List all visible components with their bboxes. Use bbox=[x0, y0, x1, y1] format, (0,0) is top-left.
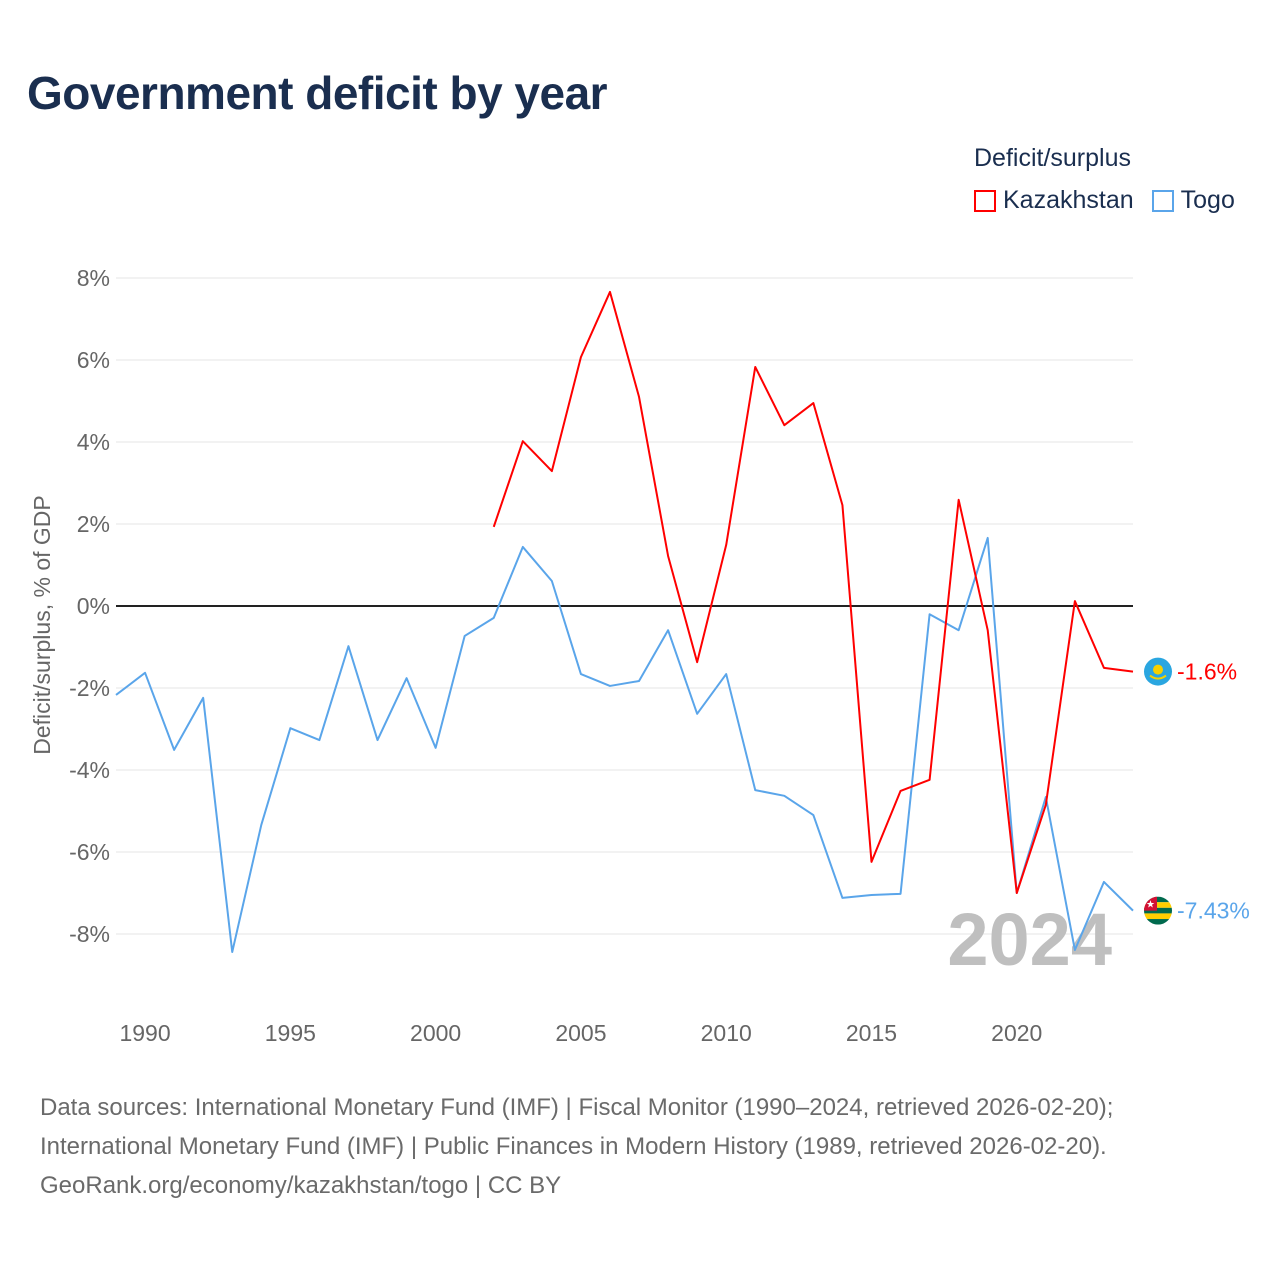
line-chart: 8% 6% 4% 2% 0% -2% -4% -6% -8% 1990 1995 2000 2005 20… bbox=[29, 265, 1250, 1046]
legend-title: Deficit/surplus bbox=[974, 144, 1131, 172]
y-tick-label: 6% bbox=[77, 347, 110, 373]
chart-title: Government deficit by year bbox=[27, 67, 608, 119]
end-value-label: -1.6% bbox=[1177, 659, 1237, 685]
flag-stripe bbox=[1144, 896, 1172, 903]
x-tick-label: 2000 bbox=[410, 1020, 461, 1046]
series-line-togo bbox=[115, 536, 1134, 954]
y-tick-label: 0% bbox=[77, 593, 110, 619]
y-tick-label: 2% bbox=[77, 511, 110, 537]
x-tick-label: 1995 bbox=[265, 1020, 316, 1046]
source-line: International Monetary Fund (IMF) | Publ… bbox=[40, 1133, 1107, 1160]
togo-flag-icon: ★ bbox=[1144, 896, 1172, 925]
end-value-label: -7.43% bbox=[1177, 898, 1250, 924]
x-tick-label: 2015 bbox=[846, 1020, 897, 1046]
y-tick-label: 8% bbox=[77, 265, 110, 291]
y-tick-label: -6% bbox=[69, 839, 110, 865]
end-marker-togo: ★ bbox=[1144, 896, 1172, 925]
legend-swatch-kazakhstan bbox=[974, 189, 996, 212]
x-tick-label: 2010 bbox=[701, 1020, 752, 1046]
legend-item-togo[interactable]: Togo bbox=[1151, 186, 1235, 215]
end-marker-kazakhstan bbox=[1144, 657, 1172, 686]
flag-star: ★ bbox=[1146, 900, 1155, 911]
y-tick-label: 4% bbox=[77, 429, 110, 455]
y-tick-label: -2% bbox=[69, 675, 110, 701]
flag-stripe bbox=[1144, 913, 1172, 920]
x-tick-label: 1990 bbox=[119, 1020, 170, 1046]
x-tick-label: 2005 bbox=[555, 1020, 606, 1046]
series-line-kazakhstan bbox=[492, 290, 1134, 894]
legend-swatch-togo bbox=[1151, 189, 1174, 212]
flag-sun bbox=[1153, 664, 1163, 675]
y-tick-label: -4% bbox=[69, 757, 110, 783]
source-link[interactable]: GeoRank.org/economy/kazakhstan/togo | CC… bbox=[40, 1172, 562, 1199]
legend-label: Kazakhstan bbox=[1003, 186, 1134, 214]
flag-stripe bbox=[1144, 919, 1172, 925]
flag-stripe bbox=[1144, 907, 1172, 914]
legend-label: Togo bbox=[1180, 186, 1235, 214]
legend: Kazakhstan Togo bbox=[974, 186, 1235, 215]
flag-stripe bbox=[1144, 902, 1172, 908]
source-line: Data sources: International Monetary Fun… bbox=[40, 1094, 1114, 1121]
y-tick-label: -8% bbox=[69, 921, 110, 947]
legend-item-kazakhstan[interactable]: Kazakhstan bbox=[974, 186, 1134, 215]
y-axis-label: Deficit/surplus, % of GDP bbox=[29, 495, 55, 754]
flag-eagle bbox=[1149, 674, 1167, 680]
year-watermark: 2024 bbox=[947, 898, 1112, 981]
sources-note: Data sources: International Monetary Fun… bbox=[40, 1088, 1113, 1205]
x-tick-label: 2020 bbox=[991, 1020, 1042, 1046]
